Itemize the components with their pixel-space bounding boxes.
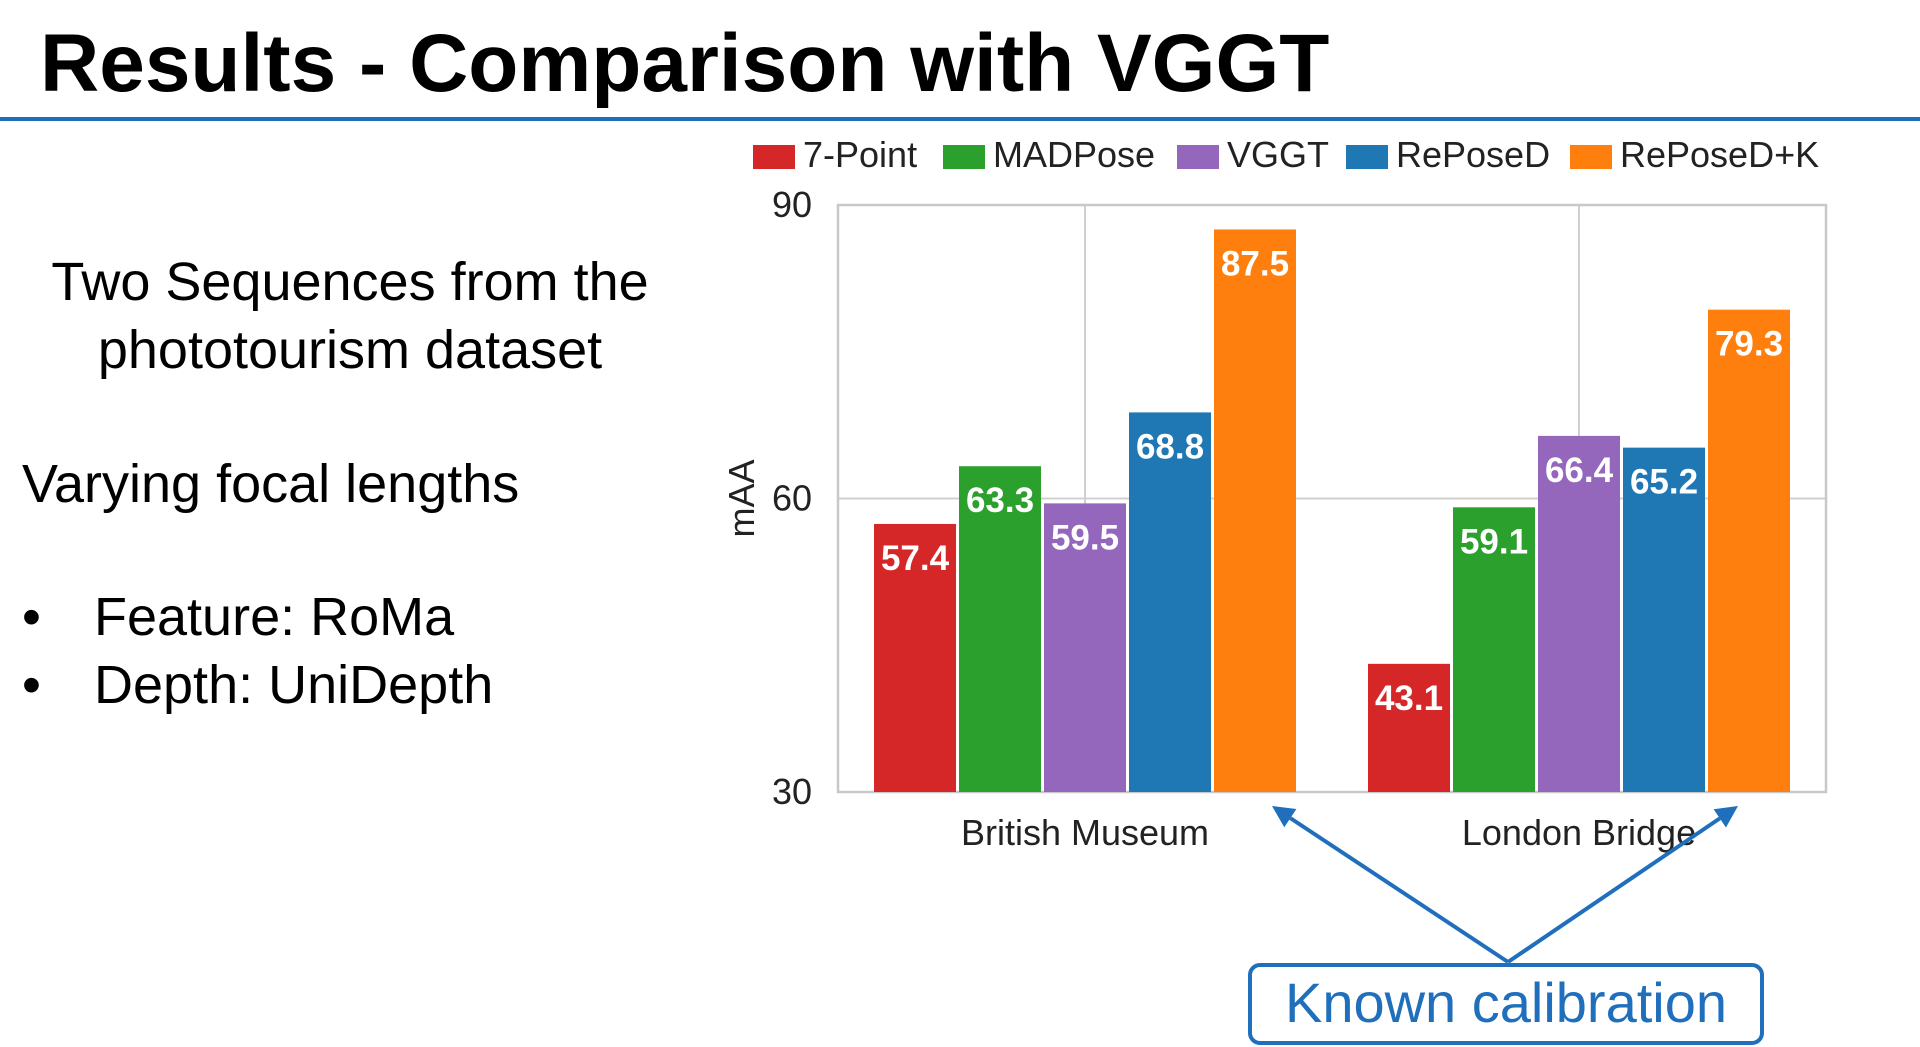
legend-swatch bbox=[1346, 145, 1388, 169]
x-tick-label: London Bridge bbox=[1462, 812, 1696, 853]
plot-frame bbox=[836, 203, 1828, 794]
y-tick-label: 60 bbox=[772, 478, 812, 519]
focal-length-note: Varying focal lengths bbox=[22, 454, 520, 514]
data-label: 59.1 bbox=[1460, 522, 1528, 561]
legend-label: RePoseD+K bbox=[1620, 134, 1819, 175]
data-label: 66.4 bbox=[1545, 451, 1614, 490]
y-tick-label: 30 bbox=[772, 771, 812, 812]
data-label: 68.8 bbox=[1136, 427, 1204, 466]
bar-reposed-k bbox=[1214, 229, 1296, 793]
bullet-text-feature: Feature: RoMa bbox=[94, 587, 455, 647]
bar-madpose bbox=[959, 466, 1041, 792]
legend-swatch bbox=[943, 145, 985, 169]
data-label: 87.5 bbox=[1221, 244, 1289, 283]
legend-label: VGGT bbox=[1227, 134, 1329, 175]
data-label: 63.3 bbox=[966, 481, 1034, 520]
data-label: 57.4 bbox=[881, 539, 950, 578]
data-label: 43.1 bbox=[1375, 679, 1443, 718]
bullet-marker: • bbox=[22, 587, 41, 647]
bar-7-point bbox=[1368, 663, 1450, 792]
legend-label: 7-Point bbox=[803, 134, 917, 175]
bar-reposed-k bbox=[1708, 309, 1790, 792]
bar-reposed bbox=[1623, 447, 1705, 792]
data-label: 59.5 bbox=[1051, 518, 1119, 557]
callout-arrow-head bbox=[1713, 806, 1738, 828]
legend-swatch bbox=[1570, 145, 1612, 169]
y-axis-label: mAA bbox=[721, 459, 762, 537]
callout-arrow-line bbox=[1506, 816, 1721, 964]
known-calibration-label: Known calibration bbox=[1285, 971, 1727, 1034]
legend-swatch bbox=[1177, 145, 1219, 169]
bar-vggt bbox=[1044, 503, 1126, 792]
bar-madpose bbox=[1453, 507, 1535, 792]
x-tick-label: British Museum bbox=[961, 812, 1209, 853]
intro-text: Two Sequences from the phototourism data… bbox=[20, 248, 680, 384]
slide-title: Results - Comparison with VGGT bbox=[40, 18, 1330, 109]
bullet-item-feature: • Feature: RoMa bbox=[22, 583, 493, 651]
data-label: 79.3 bbox=[1715, 325, 1783, 364]
bullet-marker: • bbox=[22, 655, 41, 715]
data-label: 65.2 bbox=[1630, 463, 1698, 502]
intro-line-1: Two Sequences from the bbox=[51, 252, 649, 312]
callout-arrow-head bbox=[1272, 806, 1297, 828]
bullet-item-depth: • Depth: UniDepth bbox=[22, 651, 493, 719]
title-underline bbox=[0, 117, 1920, 121]
callout-arrow-line bbox=[1289, 816, 1510, 964]
known-calibration-box bbox=[1248, 963, 1764, 1045]
legend-label: MADPose bbox=[993, 134, 1155, 175]
intro-line-2: phototourism dataset bbox=[97, 320, 603, 380]
legend-label: RePoseD bbox=[1396, 134, 1550, 175]
legend-swatch bbox=[753, 145, 795, 169]
bar-reposed bbox=[1129, 412, 1211, 792]
bar-7-point bbox=[874, 523, 956, 792]
bar-vggt bbox=[1538, 435, 1620, 792]
method-bullet-list: • Feature: RoMa • Depth: UniDepth bbox=[22, 583, 493, 719]
bullet-text-depth: Depth: UniDepth bbox=[94, 655, 494, 715]
y-tick-label: 90 bbox=[772, 184, 812, 225]
